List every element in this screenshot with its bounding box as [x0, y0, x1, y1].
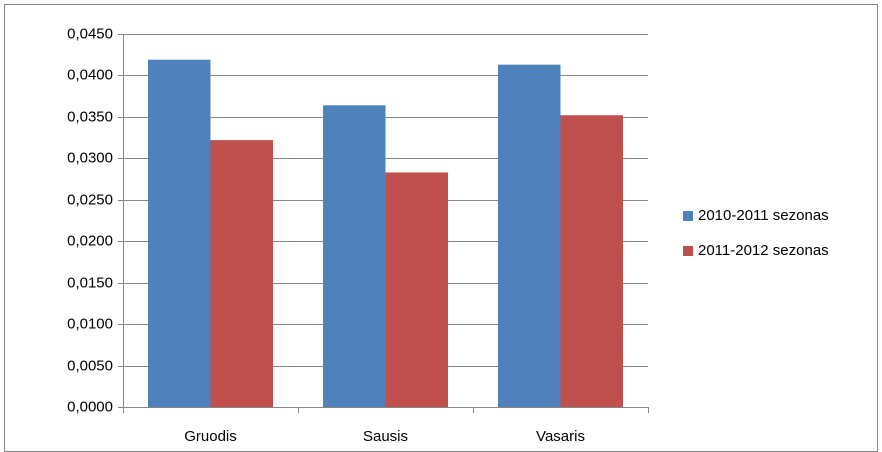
x-tick-label: Gruodis: [184, 428, 237, 445]
bar: [210, 140, 273, 407]
legend-label: 2010-2011 sezonas: [698, 207, 829, 224]
y-tick-label: 0,0250: [67, 191, 113, 208]
y-tick-label: 0,0300: [67, 149, 113, 166]
bar: [385, 172, 448, 407]
legend-swatch: [683, 211, 693, 221]
legend-label: 2011-2012 sezonas: [698, 242, 829, 259]
y-tick-label: 0,0050: [67, 357, 113, 374]
y-tick-label: 0,0000: [67, 398, 113, 415]
legend-swatch: [683, 246, 693, 256]
y-tick-label: 0,0100: [67, 315, 113, 332]
x-tick-label: Sausis: [363, 428, 408, 445]
y-tick-label: 0,0350: [67, 108, 113, 125]
bar: [148, 59, 211, 407]
bar: [498, 64, 561, 408]
y-tick-label: 0,0400: [67, 66, 113, 83]
bar: [560, 115, 623, 407]
y-tick-label: 0,0200: [67, 232, 113, 249]
y-tick-label: 0,0450: [67, 25, 113, 42]
bar: [323, 105, 386, 407]
x-tick-label: Vasaris: [536, 428, 585, 445]
y-tick-label: 0,0150: [67, 274, 113, 291]
